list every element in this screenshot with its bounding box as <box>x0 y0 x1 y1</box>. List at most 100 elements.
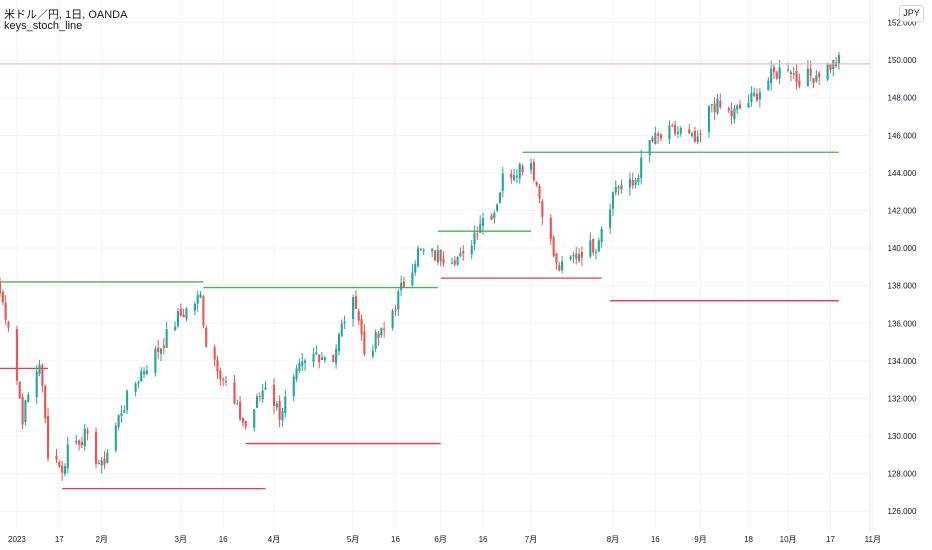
candle-body <box>792 73 795 75</box>
candle-body <box>1 291 4 303</box>
candle-body <box>320 357 324 360</box>
candle-body <box>561 261 564 271</box>
candle-body <box>772 66 776 73</box>
candle-body <box>589 240 592 257</box>
candle-body <box>295 368 298 379</box>
candle-body <box>767 80 770 91</box>
price-tick-label: 142.000 <box>888 206 917 215</box>
candle-body <box>224 381 228 383</box>
currency-button[interactable]: JPY <box>899 5 924 22</box>
time-axis: 2023 17 2月 3月 16 4月 5月 16 6月 16 7月 8月 16 9月 18 10月 17 11月 <box>8 535 881 544</box>
candle-body <box>755 93 759 101</box>
price-tick-label: 126.000 <box>888 507 917 516</box>
candle-body <box>377 333 380 338</box>
price-tick-label: 138.000 <box>888 282 917 291</box>
candle-body <box>750 93 753 102</box>
candle-body <box>394 309 397 311</box>
candle-body <box>456 256 459 265</box>
candle-body <box>371 350 374 357</box>
candle-body <box>462 251 465 254</box>
candle-body <box>354 296 357 310</box>
time-tick-label: 18 <box>744 535 753 544</box>
candle-body <box>202 296 205 326</box>
candle-body <box>481 218 485 226</box>
candle-body <box>439 249 442 262</box>
candle-body <box>411 272 414 286</box>
candle-body <box>414 263 417 273</box>
candle-body <box>281 411 284 421</box>
time-tick-label: 7月 <box>525 535 537 544</box>
candle-body <box>66 444 69 469</box>
candle-body <box>145 370 148 375</box>
candle-body <box>450 262 454 264</box>
candle-body <box>106 452 109 463</box>
candle-body <box>699 133 702 135</box>
candle-body <box>24 400 27 423</box>
candle-body <box>253 409 256 428</box>
candle-body <box>730 110 733 117</box>
candle-body <box>182 314 185 318</box>
price-axis: 126.000 128.000 130.000 132.000 134.000 136.0… <box>888 19 917 517</box>
candle-body <box>577 254 581 261</box>
candle-body <box>44 386 47 419</box>
candle-body <box>159 348 163 354</box>
time-tick-label: 2月 <box>95 535 107 544</box>
price-tick-label: 134.000 <box>888 357 917 366</box>
candle-body <box>402 281 405 288</box>
candle-body <box>137 382 140 384</box>
candle-body <box>518 164 521 179</box>
candle-body <box>205 327 208 347</box>
candle-body <box>654 133 657 145</box>
candle-body <box>459 252 462 257</box>
candle-body <box>278 401 281 420</box>
candle-body <box>501 173 504 191</box>
candle-body <box>318 354 321 363</box>
candle-body <box>196 295 199 304</box>
candle-body <box>304 360 307 363</box>
time-tick-label: 3月 <box>175 535 187 544</box>
candle-body <box>185 308 188 319</box>
candle-body <box>818 72 821 78</box>
candle-body <box>806 68 809 87</box>
candle-body <box>46 416 50 459</box>
candle-body <box>38 364 41 374</box>
candle-body <box>826 64 829 80</box>
candle-body <box>753 92 756 96</box>
candle-body <box>795 71 798 83</box>
candle-body <box>193 303 196 311</box>
candle-body <box>284 396 287 414</box>
candle-body <box>657 133 660 136</box>
candle-body <box>690 133 694 136</box>
candle-body <box>580 251 583 258</box>
candle-body <box>397 291 400 310</box>
candle-body <box>374 332 377 349</box>
candle-body <box>493 212 496 219</box>
candle-body <box>357 311 360 321</box>
price-tick-label: 146.000 <box>888 131 917 140</box>
price-tick-label: 136.000 <box>888 319 917 328</box>
price-tick-label: 148.000 <box>888 94 917 103</box>
candle-body <box>236 403 239 405</box>
candle-body <box>521 166 524 173</box>
candle-body <box>114 425 117 451</box>
candle-body <box>4 302 7 320</box>
candle-body <box>433 250 437 261</box>
candle-body <box>541 201 544 217</box>
candle-body <box>611 192 615 209</box>
price-tick-label: 152.000 <box>888 19 917 28</box>
candle-body <box>174 326 177 331</box>
chart-grid <box>0 0 874 530</box>
candle-body <box>572 255 575 257</box>
candle-body <box>391 310 394 328</box>
candle-body <box>733 108 736 120</box>
time-tick-label: 16 <box>479 535 488 544</box>
candle-body <box>436 250 439 263</box>
candle-body <box>216 360 219 372</box>
candle-body <box>693 130 696 142</box>
candle-body <box>27 395 30 403</box>
candle-body <box>569 256 572 260</box>
candle-body <box>272 384 276 406</box>
candle-body <box>659 134 663 139</box>
candle-body <box>575 253 578 259</box>
